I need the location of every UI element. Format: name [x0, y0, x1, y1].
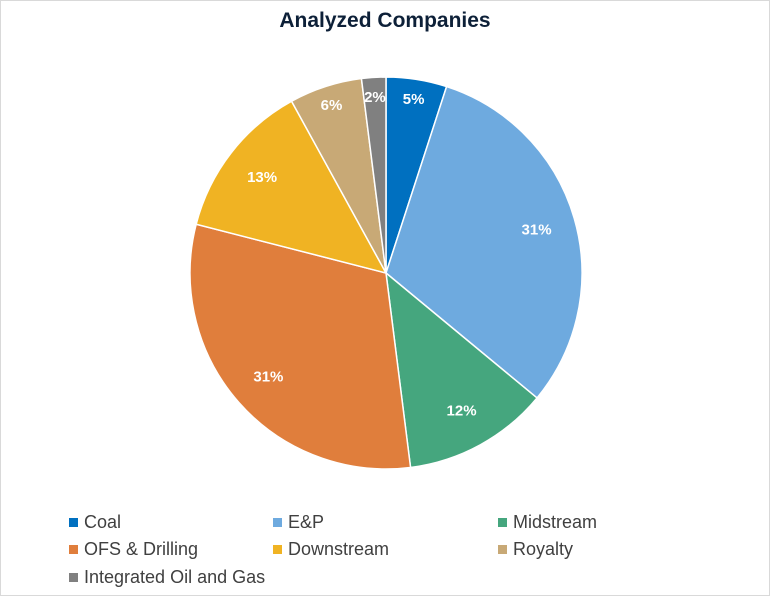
legend-label: OFS & Drilling — [84, 539, 199, 559]
legend-label: Royalty — [513, 539, 574, 559]
legend-item: Royalty — [498, 539, 573, 560]
pie-slice-3 — [189, 223, 412, 470]
legend-swatch — [498, 518, 507, 527]
legend-label: Coal — [84, 512, 122, 532]
pie-slice-1 — [385, 85, 583, 399]
legend-swatch — [69, 573, 78, 582]
legend-label: E&P — [288, 512, 325, 532]
legend-swatch — [498, 545, 507, 554]
data-label: 12% — [447, 402, 477, 419]
legend-swatch — [69, 545, 78, 554]
data-label: 2% — [364, 89, 386, 106]
pie-slice-2 — [385, 271, 539, 469]
legend-item: Integrated Oil and Gas — [69, 567, 265, 588]
legend-item: Downstream — [273, 539, 389, 560]
legend-item: Midstream — [498, 512, 597, 533]
legend-swatch — [273, 545, 282, 554]
chart-title: Analyzed Companies — [279, 9, 491, 32]
data-label: 31% — [522, 221, 552, 238]
data-label: 5% — [403, 91, 425, 108]
legend-swatch — [69, 518, 78, 527]
legend-label: Midstream — [513, 512, 598, 532]
pie-chart: 5% 31% 12% 31% 13% 6% 2% — [189, 76, 583, 470]
data-label: 6% — [321, 97, 343, 114]
legend-item: OFS & Drilling — [69, 539, 198, 560]
legend-item: E&P — [273, 512, 324, 533]
pie-slice-4 — [195, 100, 388, 275]
legend-item: Coal — [69, 512, 121, 533]
legend-label: Integrated Oil and Gas — [84, 567, 266, 587]
legend-swatch — [273, 518, 282, 527]
legend-label: Downstream — [288, 539, 390, 559]
data-label: 31% — [253, 369, 283, 386]
pie-slice-6 — [360, 76, 387, 274]
data-label: 13% — [247, 169, 277, 186]
